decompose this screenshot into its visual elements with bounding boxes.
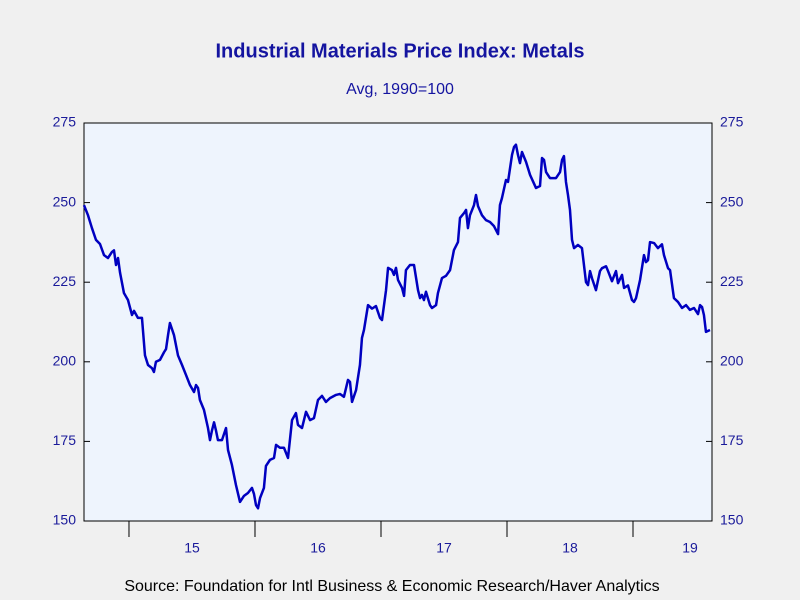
x-tick-label: 15 bbox=[184, 540, 200, 556]
chart-title: Industrial Materials Price Index: Metals bbox=[215, 40, 584, 62]
data-line bbox=[82, 143, 711, 510]
x-tick-label: 16 bbox=[310, 540, 326, 556]
x-tick-label: 19 bbox=[682, 540, 698, 556]
x-tick-label: 18 bbox=[562, 540, 578, 556]
chart-subtitle: Avg, 1990=100 bbox=[346, 81, 454, 98]
y-tick-label: 250 bbox=[53, 193, 77, 209]
y-tick-label: 150 bbox=[53, 512, 77, 528]
x-tick-label: 17 bbox=[436, 540, 452, 556]
y-tick-label: 200 bbox=[53, 353, 77, 369]
y-tick-label: 275 bbox=[53, 114, 77, 130]
y2-tick-label: 150 bbox=[720, 512, 744, 528]
y2-tick-label: 200 bbox=[720, 353, 744, 369]
y2-tick-label: 225 bbox=[720, 273, 744, 289]
y-tick-label: 175 bbox=[53, 432, 77, 448]
plot-area bbox=[83, 122, 713, 522]
y2-tick-label: 275 bbox=[720, 114, 744, 130]
y2-tick-label: 175 bbox=[720, 432, 744, 448]
y2-tick-label: 250 bbox=[720, 193, 744, 209]
y-tick-label: 225 bbox=[53, 273, 77, 289]
source: Source: Foundation for Intl Business & E… bbox=[124, 578, 659, 595]
